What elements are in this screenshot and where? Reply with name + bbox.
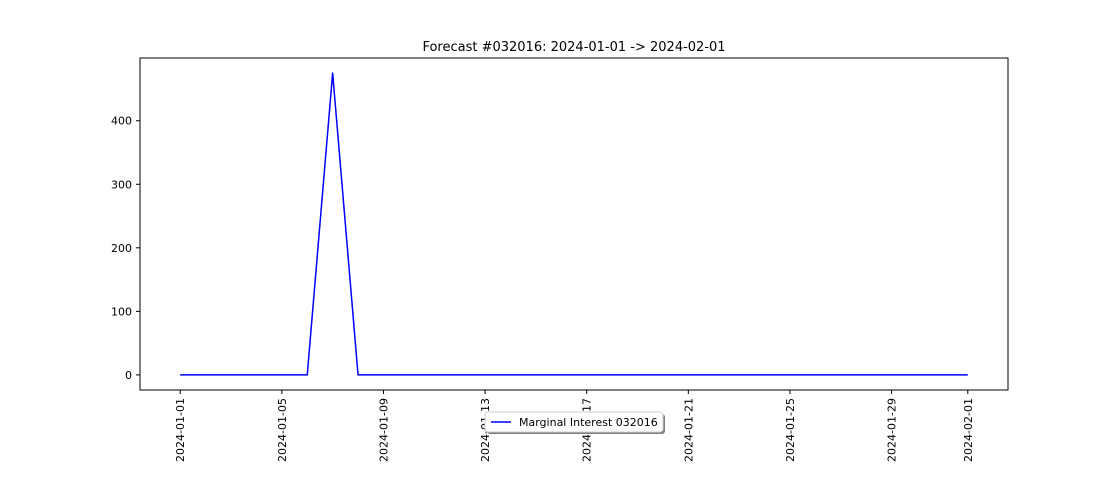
- y-tick-label: 200: [111, 242, 132, 255]
- series-layer: [180, 72, 968, 376]
- x-tick-label: 2024-01-21: [682, 398, 695, 462]
- x-tick-label: 2024-01-09: [377, 398, 390, 462]
- y-tick-label: 0: [125, 369, 132, 382]
- plot-frame: [139, 57, 1009, 391]
- legend-label: Marginal Interest 032016: [519, 416, 658, 429]
- y-tick-label: 400: [111, 115, 132, 128]
- x-tick-label: 2024-01-05: [276, 398, 289, 462]
- chart-title: Forecast #032016: 2024-01-01 -> 2024-02-…: [422, 40, 725, 55]
- x-tick-label: 2024-01-01: [174, 398, 187, 462]
- x-tick-label: 2024-02-01: [962, 398, 975, 462]
- legend-box: [484, 411, 664, 433]
- y-axis: 0 100 200 300 400: [111, 115, 140, 382]
- y-tick-label: 300: [111, 178, 132, 191]
- x-tick-label: 2024-01-25: [784, 398, 797, 462]
- series-line: [180, 72, 968, 376]
- x-tick-label: 2024-01-29: [886, 398, 899, 462]
- y-tick-label: 100: [111, 305, 132, 318]
- legend: Marginal Interest 032016: [484, 411, 665, 434]
